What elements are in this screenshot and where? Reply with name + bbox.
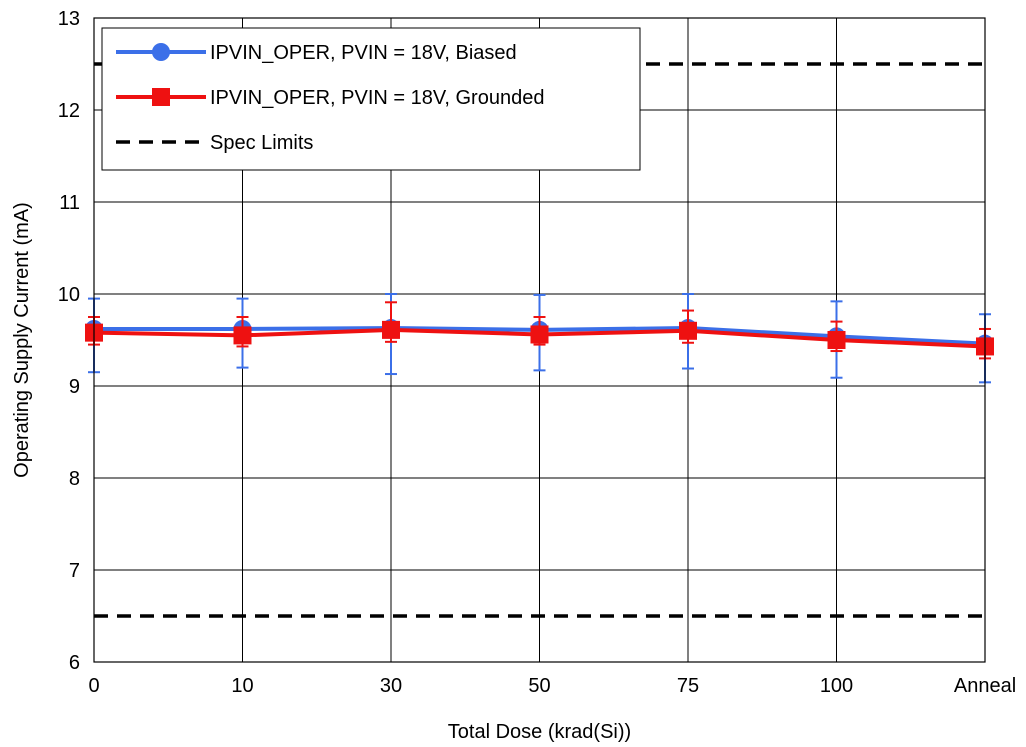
y-tick-label: 7 — [69, 560, 80, 582]
x-tick-label: 0 — [88, 675, 99, 697]
x-tick-label: 75 — [677, 675, 699, 697]
y-tick-label: 6 — [69, 652, 80, 674]
data-point — [679, 321, 697, 340]
y-tick-label: 10 — [58, 284, 80, 306]
x-tick-label: Anneal — [954, 675, 1016, 697]
plot-frame — [93, 17, 986, 663]
data-point — [827, 331, 846, 349]
legend-entry-2: IPVIN_OPER, PVIN = 18V, Grounded — [116, 87, 544, 109]
series-2 — [85, 301, 994, 360]
x-tick-label: 100 — [820, 675, 853, 697]
x-tick-label: 50 — [528, 675, 550, 697]
x-tick-label: 30 — [380, 675, 402, 697]
legend: IPVIN_OPER, PVIN = 18V, Biased IPVIN_OPER… — [101, 27, 641, 171]
y-tick-label: 11 — [59, 192, 80, 214]
legend-swatch-marker — [152, 43, 170, 61]
data-point — [382, 320, 400, 339]
y-tick-label: 13 — [58, 8, 80, 30]
x-axis-title: Total Dose (krad(Si)) — [448, 721, 631, 743]
legend-label: Spec Limits — [210, 132, 313, 154]
y-tick-label: 12 — [58, 100, 80, 122]
tick-labels: 6 7 8 9 10 11 12 13 0 10 30 50 75 100 Anneal — [58, 8, 1016, 697]
x-tick-label: 10 — [231, 675, 253, 697]
series-layer — [85, 293, 994, 384]
legend-label: IPVIN_OPER, PVIN = 18V, Grounded — [210, 87, 544, 109]
legend-entry-3: Spec Limits — [116, 132, 313, 154]
y-tick-label: 9 — [69, 376, 80, 398]
y-axis-title: Operating Supply Current (mA) — [11, 202, 33, 478]
y-tick-label: 8 — [69, 468, 80, 490]
axes — [93, 17, 986, 663]
legend-label: IPVIN_OPER, PVIN = 18V, Biased — [210, 42, 517, 64]
data-point — [233, 326, 252, 345]
data-point — [530, 325, 549, 344]
legend-swatch-marker — [152, 88, 170, 106]
legend-entry-1: IPVIN_OPER, PVIN = 18V, Biased — [116, 42, 517, 64]
